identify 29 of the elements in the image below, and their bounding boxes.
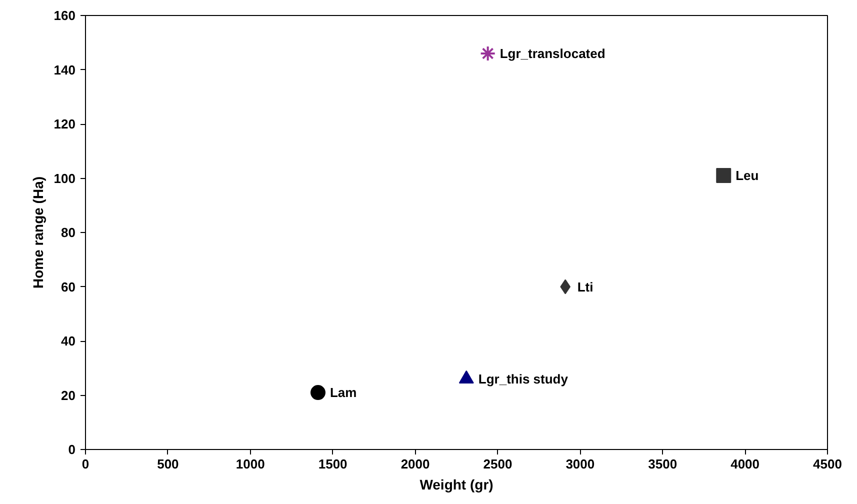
y-tick-label: 80 bbox=[61, 225, 76, 240]
x-tick-label: 2500 bbox=[483, 456, 512, 472]
x-tick-label: 500 bbox=[157, 456, 179, 472]
x-tick-label: 4000 bbox=[730, 456, 760, 472]
series-label: Lam bbox=[330, 385, 357, 400]
x-tick-label: 2000 bbox=[400, 456, 430, 472]
x-axis-title: Weight (gr) bbox=[420, 476, 494, 492]
y-axis-title: Home range (Ha) bbox=[30, 176, 46, 289]
x-tick-label: 3000 bbox=[566, 456, 595, 472]
y-tick-label: 100 bbox=[54, 170, 76, 186]
point bbox=[480, 45, 496, 62]
y-tick-label: 0 bbox=[68, 442, 76, 457]
point bbox=[716, 168, 732, 184]
x-tick-label: 4500 bbox=[813, 456, 842, 472]
y-tick-label: 120 bbox=[54, 116, 76, 132]
point bbox=[310, 385, 326, 400]
series-label: Lti bbox=[577, 279, 594, 294]
y-tick-label: 160 bbox=[54, 8, 76, 23]
series-label: Leu bbox=[736, 168, 759, 184]
y-tick-label: 40 bbox=[61, 334, 76, 348]
x-tick-label: 1000 bbox=[236, 456, 265, 472]
y-tick-label: 60 bbox=[61, 279, 76, 294]
x-tick-label: 3500 bbox=[648, 456, 678, 472]
y-tick-label: 20 bbox=[61, 388, 76, 403]
y-tick-label: 140 bbox=[54, 62, 76, 78]
x-tick-label: 0 bbox=[82, 456, 90, 472]
x-tick-label: 1500 bbox=[318, 456, 348, 472]
series-label: Lgr_this study bbox=[478, 371, 569, 386]
series-label: Lgr_translocated bbox=[500, 46, 606, 61]
